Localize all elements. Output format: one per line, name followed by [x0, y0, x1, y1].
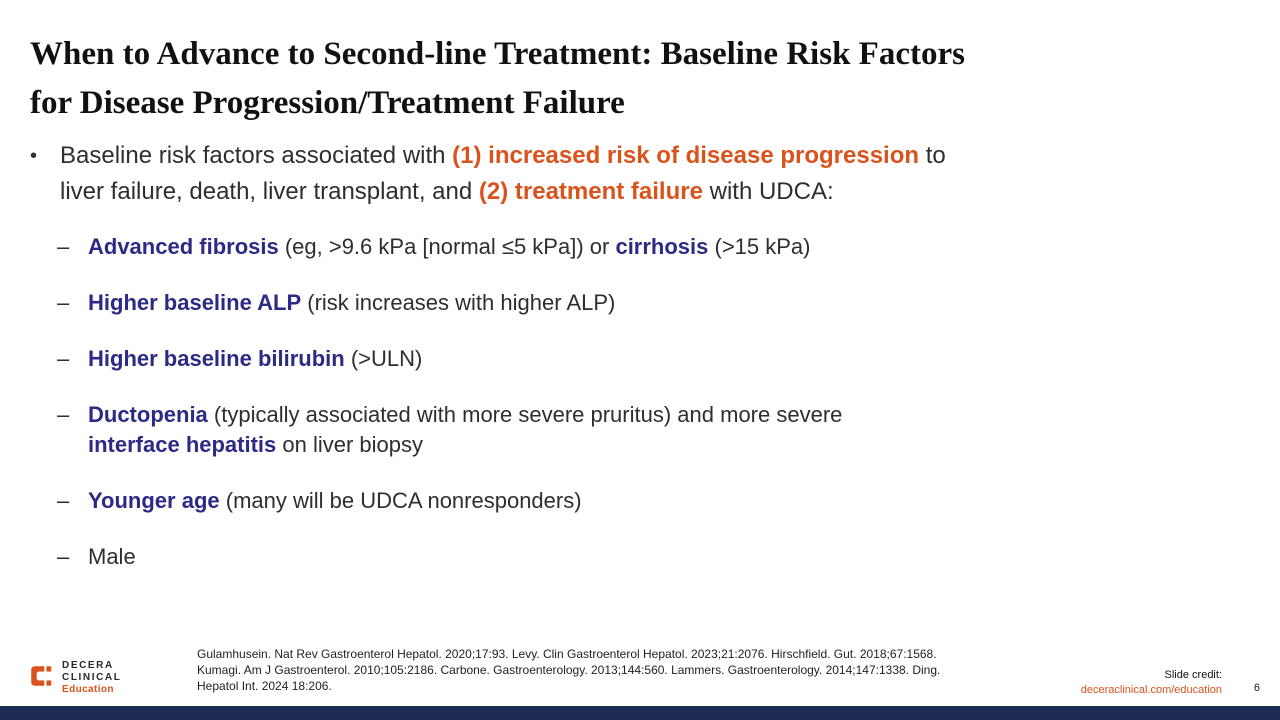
- bullet-seg: (eg, >9.6 kPa [normal ≤5 kPa]) or: [278, 234, 616, 259]
- term-interface-hepatitis: interface hepatitis: [88, 432, 277, 457]
- bullet-text: Advanced fibrosis (eg, >9.6 kPa [normal …: [88, 232, 1207, 262]
- bullet-seg: on liver biopsy: [276, 432, 424, 457]
- bullet-seg: (>ULN): [344, 346, 423, 371]
- logo-line-education: Education: [62, 684, 114, 695]
- bullet-marker: •: [30, 145, 38, 167]
- title-line-2: for Disease Progression/Treatment Failur…: [30, 85, 625, 121]
- term-younger-age: Younger age: [88, 488, 220, 513]
- bullet-seg: (typically associated with more severe p…: [207, 402, 843, 427]
- intro-seg: liver failure, death, liver transplant, …: [60, 178, 479, 205]
- bullet-text: Higher baseline bilirubin (>ULN): [88, 344, 1207, 374]
- term-cirrhosis: cirrhosis: [615, 234, 709, 259]
- logo-line-clinical: CLINICAL: [62, 672, 122, 683]
- list-item: – Advanced fibrosis (eg, >9.6 kPa [norma…: [57, 232, 1207, 262]
- intro-seg: to: [919, 142, 946, 169]
- footer-bar: [0, 706, 1280, 720]
- decera-logo-icon: [28, 663, 54, 694]
- dash-marker: –: [57, 346, 70, 371]
- bullet-seg: (>15 kPa): [708, 234, 811, 259]
- term-male: Male: [88, 544, 136, 569]
- term-higher-baseline-bilirubin: Higher baseline bilirubin: [88, 346, 345, 371]
- logo-line-decera: DECERA: [62, 660, 114, 671]
- term-higher-baseline-alp: Higher baseline ALP: [88, 290, 302, 315]
- slide-credit: Slide credit: deceraclinical.com/educati…: [1081, 668, 1222, 698]
- page-number: 6: [1253, 682, 1260, 694]
- dash-marker: –: [57, 488, 70, 513]
- citation-text: Gulamhusein. Nat Rev Gastroenterol Hepat…: [197, 647, 941, 693]
- bullet-text: Younger age (many will be UDCA nonrespon…: [88, 486, 1207, 516]
- intro-bullet: • Baseline risk factors associated with …: [30, 138, 1255, 210]
- intro-seg: with UDCA:: [702, 178, 834, 205]
- dash-marker: –: [57, 544, 70, 569]
- bullet-text: Ductopenia (typically associated with mo…: [88, 400, 1207, 460]
- decera-logo: DECERA CLINICAL Education: [28, 660, 121, 696]
- bullet-text: Higher baseline ALP (risk increases with…: [88, 288, 1207, 318]
- logo-text: DECERA CLINICAL Education: [62, 660, 121, 696]
- slide-credit-link[interactable]: deceraclinical.com/education: [1080, 684, 1222, 696]
- list-item: – Higher baseline ALP (risk increases wi…: [57, 288, 1207, 318]
- list-item: – Younger age (many will be UDCA nonresp…: [57, 486, 1207, 516]
- list-item: – Higher baseline bilirubin (>ULN): [57, 344, 1207, 374]
- page-title: When to Advance to Second-line Treatment…: [30, 30, 1255, 128]
- intro-text: Baseline risk factors associated with (1…: [60, 138, 946, 210]
- bullet-list: – Advanced fibrosis (eg, >9.6 kPa [norma…: [57, 232, 1207, 598]
- slide-credit-label: Slide credit:: [1164, 669, 1222, 681]
- title-line-1: When to Advance to Second-line Treatment…: [30, 36, 965, 72]
- intro-highlight-2: (2) treatment failure: [478, 178, 703, 205]
- bullet-text: Male: [88, 542, 1207, 572]
- dash-marker: –: [57, 402, 70, 427]
- dash-marker: –: [57, 234, 70, 259]
- intro-seg: Baseline risk factors associated with: [60, 142, 453, 169]
- list-item: – Ductopenia (typically associated with …: [57, 400, 1207, 460]
- dash-marker: –: [57, 290, 70, 315]
- term-advanced-fibrosis: Advanced fibrosis: [88, 234, 279, 259]
- bullet-seg: (many will be UDCA nonresponders): [219, 488, 582, 513]
- bullet-seg: (risk increases with higher ALP): [301, 290, 616, 315]
- list-item: – Male: [57, 542, 1207, 572]
- intro-highlight-1: (1) increased risk of disease progressio…: [452, 142, 920, 169]
- term-ductopenia: Ductopenia: [88, 402, 208, 427]
